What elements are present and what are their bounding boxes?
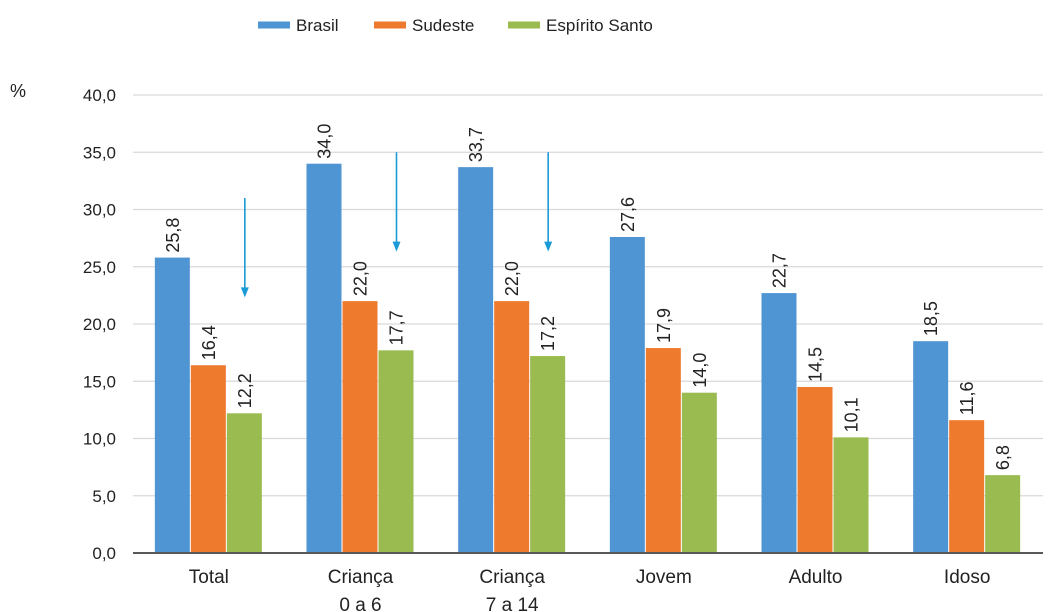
bar (226, 413, 262, 553)
value-label: 22,0 (351, 261, 371, 296)
x-tick-label: Criança (328, 567, 394, 588)
bar (797, 386, 833, 553)
value-label: 18,5 (921, 301, 941, 336)
bar (913, 341, 949, 553)
bar (985, 475, 1021, 553)
value-label: 17,9 (654, 308, 674, 343)
y-tick-label: 20,0 (83, 315, 116, 334)
bar (761, 293, 797, 553)
value-label: 33,7 (466, 127, 486, 162)
x-tick-label: Total (189, 567, 229, 588)
value-label: 6,8 (993, 445, 1013, 470)
y-tick-label: 30,0 (83, 201, 116, 220)
bar (833, 437, 869, 553)
value-label: 14,0 (690, 353, 710, 388)
y-tick-label: 0,0 (92, 544, 116, 563)
annotation-arrow-head (392, 241, 401, 252)
value-label: 10,1 (842, 397, 862, 432)
legend-label-espirito-santo: Espírito Santo (546, 16, 653, 35)
value-label: 17,2 (538, 316, 558, 351)
bars (154, 163, 1021, 554)
bar (645, 348, 681, 553)
bar (530, 356, 566, 553)
value-label: 12,2 (235, 373, 255, 408)
x-tick-label: Adulto (789, 567, 843, 588)
bar (190, 365, 226, 553)
y-tick-label: 15,0 (83, 372, 116, 391)
x-tick-label: 0 a 6 (339, 595, 381, 612)
x-tick-label: Idoso (944, 567, 990, 588)
value-labels: 25,8 16,4 12,2 34,0 22,0 17,7 33,7 22,0 17,2 27,6… (163, 124, 1013, 470)
bar (494, 301, 530, 553)
x-axis-labels: Total Criança 0 a 6 Criança 7 a 14 Jovem Adult… (189, 567, 991, 612)
annotation-arrow-head (240, 287, 249, 298)
bar (378, 350, 414, 553)
bar (681, 392, 717, 553)
value-label: 16,4 (199, 325, 219, 360)
value-label: 22,0 (502, 261, 522, 296)
value-label: 27,6 (618, 197, 638, 232)
x-tick-label: Criança (479, 567, 545, 588)
x-tick-label: 7 a 14 (486, 595, 539, 612)
value-label: 11,6 (957, 381, 977, 415)
y-tick-label: 35,0 (83, 143, 116, 162)
y-tick-label: 5,0 (92, 487, 116, 506)
value-label: 22,7 (770, 253, 790, 288)
y-tick-label: 40,0 (83, 86, 116, 105)
annotation-arrows (240, 152, 553, 298)
value-label: 14,5 (806, 347, 826, 382)
bar (949, 420, 985, 553)
value-label: 17,7 (387, 310, 407, 345)
y-axis-ticks: 0,0 5,0 10,0 15,0 20,0 25,0 30,0 35,0 40,0 (83, 86, 116, 563)
y-axis-unit: % (10, 81, 26, 101)
y-tick-label: 25,0 (83, 258, 116, 277)
legend-label-sudeste: Sudeste (412, 16, 474, 35)
value-label: 34,0 (315, 124, 335, 159)
x-tick-label: Jovem (636, 567, 692, 588)
bar (609, 236, 645, 554)
bar (154, 257, 190, 553)
gridlines (133, 94, 1043, 497)
legend-label-brasil: Brasil (296, 16, 339, 35)
bar (342, 301, 378, 553)
annotation-arrow-head (544, 241, 553, 252)
bar (458, 167, 494, 553)
y-tick-label: 10,0 (83, 430, 116, 449)
bar (306, 163, 342, 553)
legend: Brasil Sudeste Espírito Santo (258, 16, 653, 35)
value-label: 25,8 (163, 218, 183, 253)
